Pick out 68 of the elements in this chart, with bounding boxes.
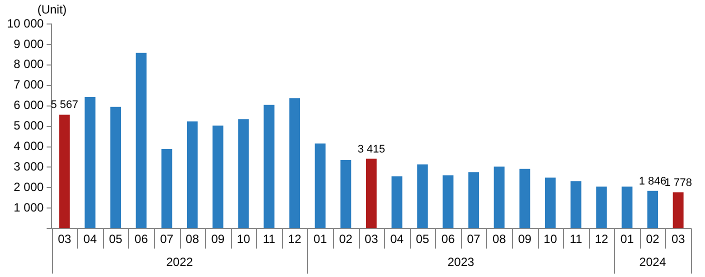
text: 2024 [639, 254, 666, 269]
bar [289, 98, 300, 228]
data-label: 3 415 [358, 143, 386, 156]
data-label: 1 846 [638, 175, 666, 188]
bar [264, 104, 274, 228]
x-tick-label: 08 [186, 232, 200, 246]
y-tick-label: 4 000 [14, 139, 44, 154]
x-tick-label: 11 [262, 232, 276, 246]
bar [212, 126, 224, 228]
bar [596, 186, 607, 228]
bar [186, 121, 198, 228]
bar [161, 149, 172, 228]
y-tick-label: 7 000 [14, 78, 44, 92]
x-tick-label: 10 [544, 232, 558, 246]
bar [136, 52, 147, 228]
y-tick-label: 5 000 [14, 118, 44, 133]
bar [672, 192, 684, 228]
y-tick-label: 6 000 [14, 98, 44, 112]
data-label: 5 567 [50, 99, 78, 112]
bar [110, 106, 122, 228]
bar [442, 175, 454, 228]
x-tick-label: 07 [466, 232, 481, 246]
y-tick-label: 3 000 [14, 160, 44, 174]
bar [570, 181, 582, 228]
x-tick-label: 01 [620, 232, 634, 246]
x-tick-label: 01 [314, 232, 328, 246]
x-tick-label: 09 [518, 232, 532, 246]
y-tick-label: 2 000 [14, 180, 44, 194]
x-tick-label: 06 [134, 232, 148, 246]
bar [84, 97, 96, 228]
y-tick-label: 10 000 [7, 16, 44, 30]
x-tick-label: 06 [441, 232, 456, 246]
bar [340, 160, 352, 228]
bar [392, 176, 402, 228]
x-tick-label: 03 [58, 232, 72, 246]
x-tick-label: 02 [339, 232, 353, 246]
bar [519, 168, 530, 228]
x-tick-label: 05 [108, 232, 123, 246]
text: 2022 [166, 254, 194, 269]
x-tick-label: 05 [416, 232, 430, 246]
x-tick-label: 09 [211, 232, 225, 246]
bar [366, 158, 377, 228]
text: 2023 [448, 254, 475, 269]
x-tick-label: 07 [160, 232, 174, 246]
x-tick-label: 12 [594, 232, 608, 246]
bar [494, 166, 505, 228]
x-tick-label: 03 [672, 232, 686, 246]
bar [647, 190, 658, 228]
x-tick-label: 02 [646, 232, 660, 246]
x-tick-label: 10 [236, 232, 250, 246]
x-tick-label: 03 [364, 232, 378, 246]
y-tick-label: 9 000 [14, 36, 44, 51]
y-axis-title: (Unit) [37, 2, 67, 16]
x-tick-label: 11 [570, 232, 582, 246]
data-label: 1 778 [664, 176, 692, 189]
y-tick-label: 1 000 [14, 200, 44, 214]
bar [468, 172, 480, 228]
x-tick-label: 04 [83, 232, 98, 246]
bar [622, 186, 632, 228]
bar [238, 119, 249, 228]
x-tick-label: 04 [390, 232, 404, 246]
bar [544, 178, 556, 228]
bar [59, 114, 70, 228]
y-tick-label: 8 000 [14, 57, 44, 72]
x-tick-label: 08 [492, 232, 506, 246]
bar [417, 164, 428, 228]
x-tick-label: 12 [288, 232, 302, 246]
bar [314, 143, 326, 228]
